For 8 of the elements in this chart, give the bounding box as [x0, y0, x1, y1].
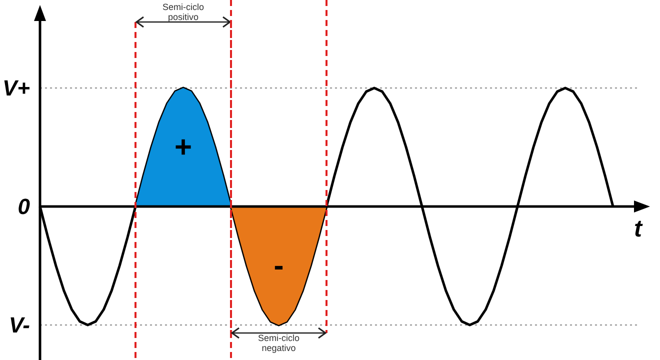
text: Semi-ciclo positivo: [162, 2, 204, 22]
series-label: +: [174, 130, 192, 164]
ref-line-label: V+: [2, 76, 30, 100]
text: 0: [18, 194, 31, 219]
ref-line-label: V-: [8, 312, 30, 338]
text: Semi-ciclo negativo: [258, 333, 300, 353]
series-label: -: [274, 249, 284, 282]
x-axis-title: t: [634, 216, 643, 242]
